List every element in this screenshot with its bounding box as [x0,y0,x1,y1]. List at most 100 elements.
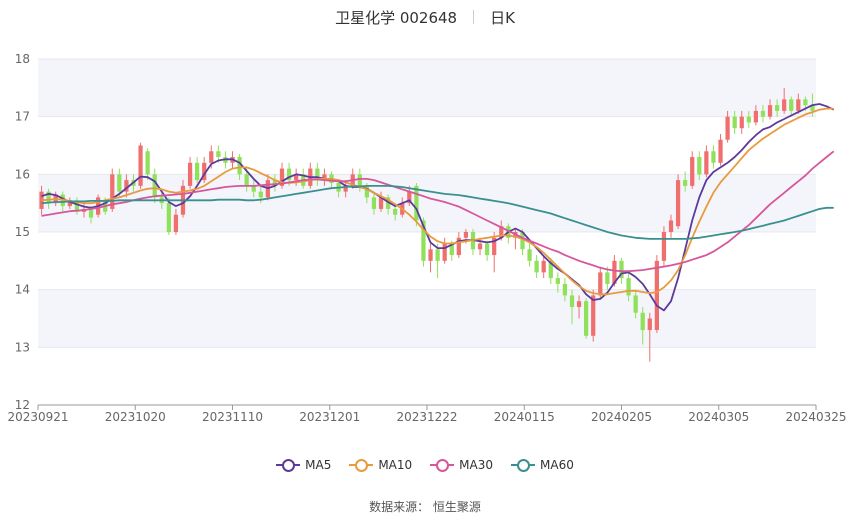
candle-body [152,174,157,198]
x-tick-label: 20240115 [494,410,555,424]
candle-body [145,151,150,175]
candle-body [378,197,384,209]
source-value: 恒生聚源 [432,500,481,514]
x-tick-label: 20231222 [396,410,457,424]
grid-band [38,289,816,348]
candle-body [760,110,766,117]
x-tick-label: 20231110 [202,410,263,424]
candle-body [591,295,596,336]
ma-line-ma5 [41,103,835,312]
candle-body [449,243,454,256]
candle-body [166,203,171,232]
candle-body [484,243,490,256]
x-tick-label: 20240305 [688,410,749,424]
candle-body [661,232,667,261]
candle-body [216,151,221,158]
candle-body [697,157,702,175]
candle-body [640,312,645,331]
candle-body [782,99,787,111]
candle-body [711,151,716,163]
candle-body [414,185,419,221]
candle-body [803,99,808,106]
candle-body [704,151,709,175]
legend-label: MA30 [459,458,494,472]
candle-body [393,208,398,215]
candle-body [520,232,525,250]
legend-item-ma5[interactable]: MA5 [276,458,331,472]
y-tick-label: 15 [15,225,30,239]
y-tick-label: 14 [15,283,30,297]
candle-body [598,272,603,296]
candle-body [407,191,412,204]
candle-body [576,301,582,307]
y-tick-label: 12 [15,398,30,412]
candle-body [789,99,794,111]
candle-body [767,105,773,117]
candle-body [492,237,497,256]
candle-body [810,105,815,111]
candle-body [322,174,327,181]
candle-body [555,278,560,284]
candle-body [421,220,426,261]
candle-body [534,260,539,273]
candle-body [456,237,461,256]
candle-body [195,162,200,181]
candle-body [315,168,320,181]
x-tick-label: 20240205 [591,410,652,424]
candle-body [272,180,278,186]
candle-body [209,151,214,163]
legend-marker-icon [511,458,536,472]
candle-body [548,260,553,279]
candle-body [371,197,377,209]
y-tick-label: 18 [15,52,30,66]
candle-body [562,283,568,296]
candle-body [739,116,744,129]
candle-body [343,185,348,192]
candle-body [435,249,440,261]
y-tick-label: 17 [15,110,30,124]
legend-item-ma30[interactable]: MA30 [430,458,493,472]
source-label: 数据来源： [369,500,430,514]
grid-band [38,59,816,117]
candle-body [202,162,207,181]
candle-body [690,157,695,186]
candle-body [541,260,546,273]
candle-body [527,249,532,261]
candle-body [746,116,751,123]
candle-body [463,232,469,238]
candle-body [251,185,256,192]
candle-body [385,197,391,209]
candle-body [725,116,730,140]
candle-body [683,180,688,186]
candle-body [654,260,659,331]
period-label[interactable]: 日K [490,8,515,27]
candle-body [173,214,179,232]
legend-label: MA5 [305,458,332,472]
candle-body [67,200,72,207]
candle-body [477,243,483,250]
candle-body [364,185,370,198]
x-tick-label: 20231201 [299,410,360,424]
candle-body [110,174,115,209]
candle-body [88,208,94,218]
candle-body [774,105,780,111]
chart-legend: MA5 MA10 MA30 MA60 [0,458,850,472]
x-tick-label: 20231020 [105,410,166,424]
legend-item-ma60[interactable]: MA60 [511,458,574,472]
candle-body [675,180,681,227]
candle-body [74,200,80,212]
candle-body [124,180,129,192]
x-tick-label: 20240325 [785,410,846,424]
legend-marker-icon [276,458,301,472]
title-divider [473,10,475,24]
ma-line-ma10 [41,107,834,296]
legend-label: MA60 [540,458,574,472]
candle-body [796,99,801,111]
x-tick-label: 20230921 [7,410,68,424]
candle-body [279,168,285,186]
candle-body [633,295,638,313]
legend-item-ma10[interactable]: MA10 [349,458,412,472]
ma-line-ma30 [41,150,835,273]
candle-body [357,174,362,186]
